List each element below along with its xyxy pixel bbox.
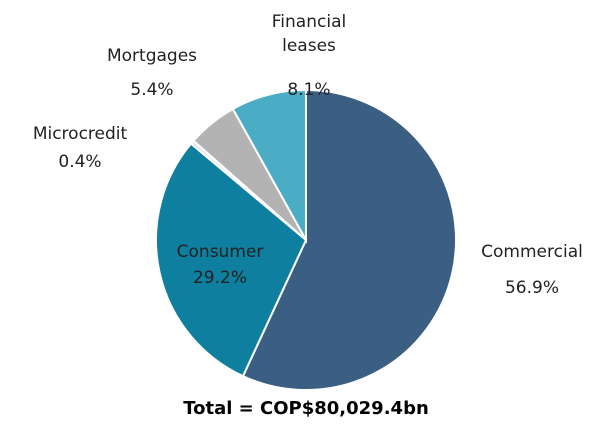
pie-slice [241, 88, 457, 391]
slice-label: Mortgages [106, 46, 198, 66]
chart-title: Total = COP$80,029.4bn [183, 398, 429, 419]
slice-label: Commercial [481, 242, 583, 262]
pie-slice [231, 88, 307, 244]
value-label: 29.2% [192, 268, 248, 288]
slice-label: Consumer [176, 242, 264, 262]
pie-slice [155, 142, 308, 378]
slice-label: Financial leases [271, 12, 347, 56]
value-label: 0.4% [58, 152, 102, 172]
value-label: 56.9% [504, 278, 560, 298]
slice-label: Microcredit [32, 124, 128, 144]
value-label: 5.4% [130, 80, 174, 100]
value-label: 8.1% [287, 80, 331, 100]
